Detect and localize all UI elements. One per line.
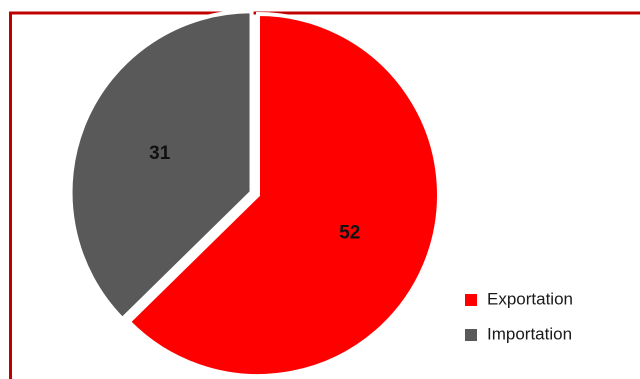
legend-swatch-importation bbox=[465, 329, 477, 341]
pie-data-labels: 52 31 bbox=[149, 143, 360, 244]
legend-label-importation: Importation bbox=[487, 324, 572, 343]
data-label-exportation: 52 bbox=[339, 223, 360, 244]
legend-swatch-exportation bbox=[465, 294, 477, 306]
pie-slice-importation bbox=[68, 9, 254, 322]
data-label-importation: 31 bbox=[149, 143, 171, 164]
pie-slices bbox=[68, 9, 441, 378]
legend-label-exportation: Exportation bbox=[487, 289, 573, 308]
chart-legend: Exportation Importation bbox=[465, 289, 573, 343]
pie-slice-exportation bbox=[125, 11, 441, 378]
